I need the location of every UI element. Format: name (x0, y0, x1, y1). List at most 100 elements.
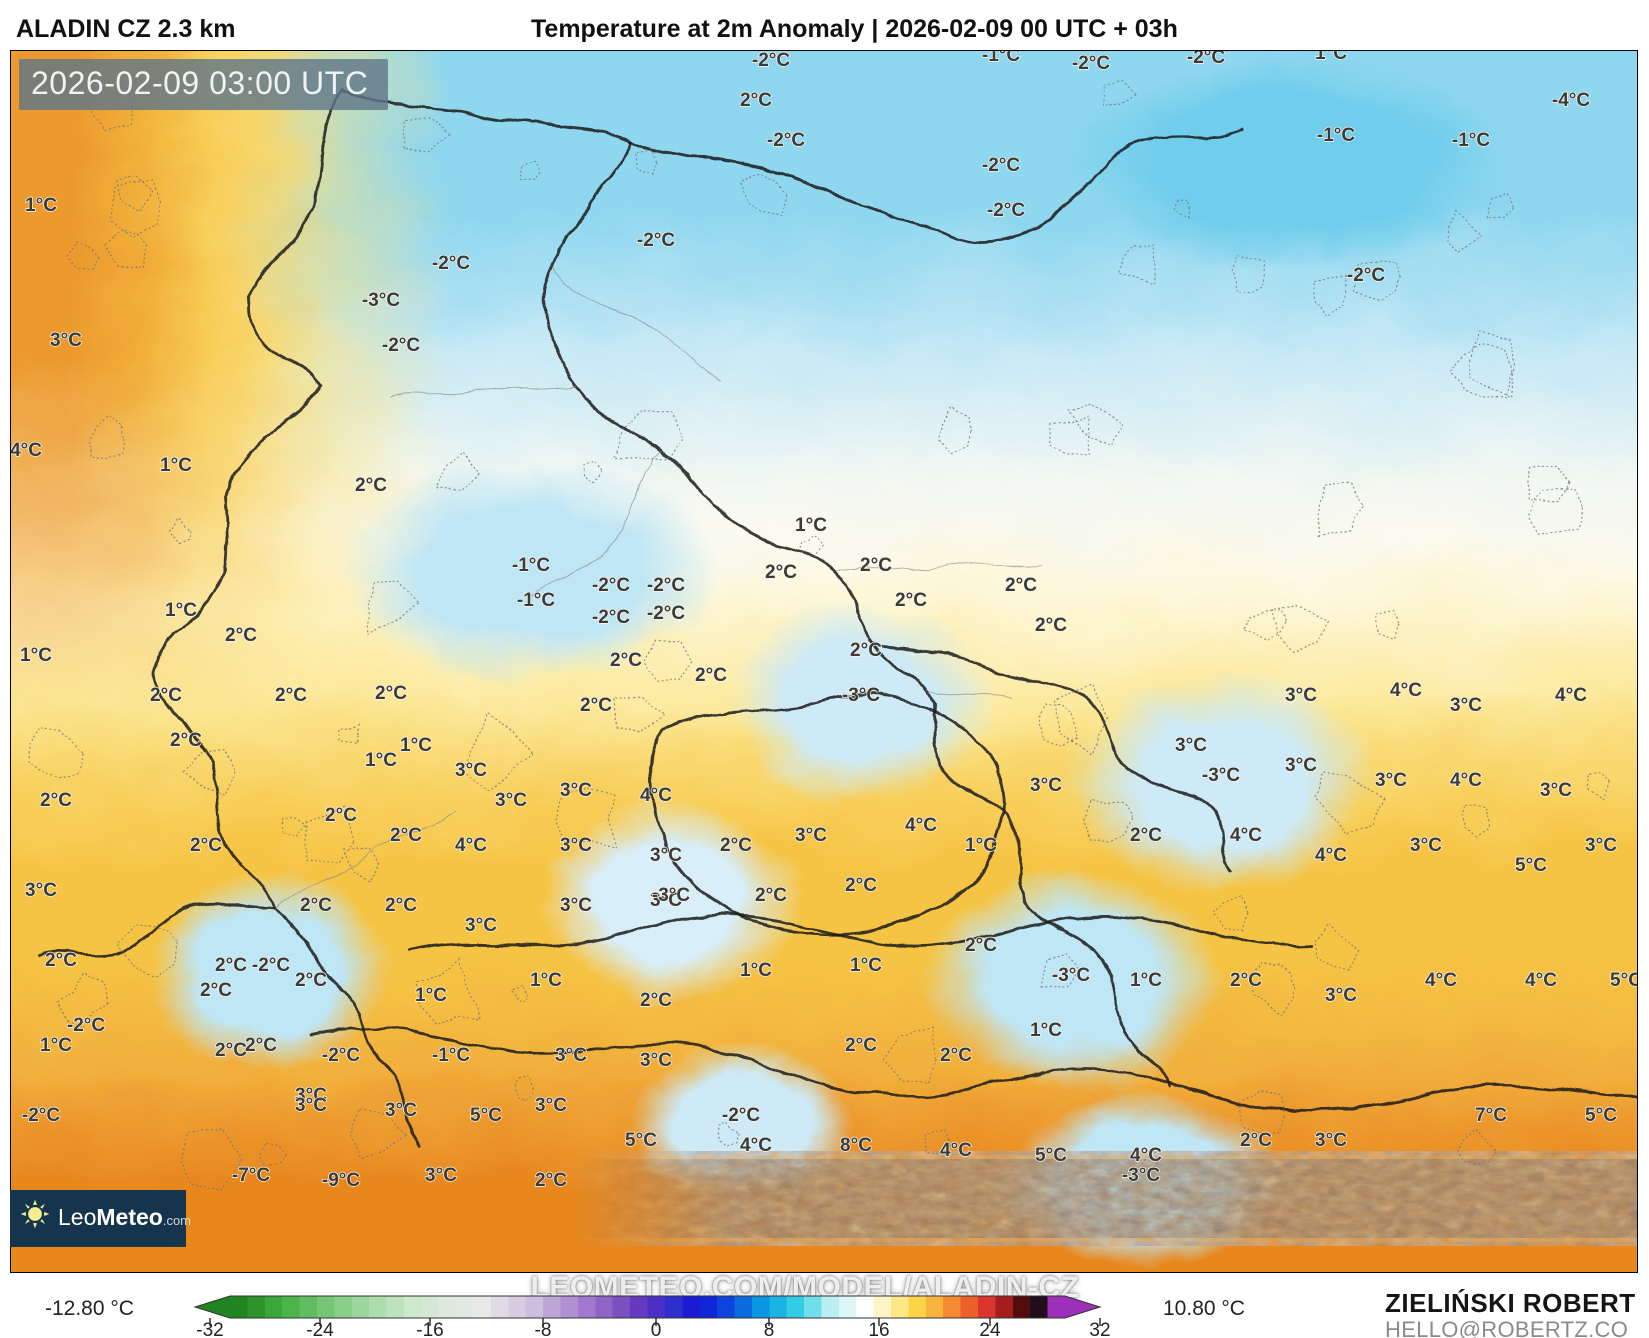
svg-text:2°C: 2°C (720, 835, 752, 856)
svg-text:2°C: 2°C (850, 640, 882, 661)
svg-text:2°C: 2°C (755, 885, 787, 906)
svg-text:-1°C: -1°C (512, 555, 550, 576)
svg-text:2°C: 2°C (965, 935, 997, 956)
svg-text:2°C: 2°C (1005, 575, 1037, 596)
svg-text:2°C: 2°C (170, 730, 202, 751)
svg-text:4°C: 4°C (640, 785, 672, 806)
svg-text:3°C: 3°C (50, 330, 82, 351)
svg-text:-2°C: -2°C (382, 335, 420, 356)
svg-text:1°C: 1°C (740, 960, 772, 981)
svg-text:-2°C: -2°C (322, 1045, 360, 1066)
svg-text:1°C: 1°C (20, 645, 52, 666)
svg-text:-3°C: -3°C (842, 685, 880, 706)
svg-text:3°C: 3°C (1410, 835, 1442, 856)
svg-text:-2°C: -2°C (767, 130, 805, 151)
svg-text:2°C: 2°C (375, 683, 407, 704)
svg-text:1°C: 1°C (160, 455, 192, 476)
svg-text:2°C: 2°C (610, 650, 642, 671)
svg-text:1°C: 1°C (1130, 970, 1162, 991)
svg-text:1°C: 1°C (25, 195, 57, 216)
svg-text:4°C: 4°C (905, 815, 937, 836)
svg-text:2°C: 2°C (1240, 1130, 1272, 1151)
svg-text:2°C: 2°C (215, 1040, 247, 1061)
svg-text:3°C: 3°C (1030, 775, 1062, 796)
svg-text:-2°C: -2°C (987, 200, 1025, 221)
svg-text:-1°C: -1°C (1452, 130, 1490, 151)
svg-text:3°C: 3°C (1585, 835, 1617, 856)
svg-text:-2°C: -2°C (647, 603, 685, 624)
svg-text:5°C: 5°C (625, 1130, 657, 1151)
svg-text:2°C: 2°C (895, 590, 927, 611)
svg-text:4°C: 4°C (1315, 845, 1347, 866)
svg-text:2°C: 2°C (45, 950, 77, 971)
svg-text:2°C: 2°C (40, 790, 72, 811)
svg-text:-2°C: -2°C (647, 575, 685, 596)
svg-text:2°C: 2°C (740, 90, 772, 111)
svg-text:8°C: 8°C (840, 1135, 872, 1156)
svg-text:4°C: 4°C (455, 835, 487, 856)
svg-text:-9°C: -9°C (322, 1170, 360, 1191)
svg-text:-1°C: -1°C (432, 1045, 470, 1066)
svg-text:5°C: 5°C (1610, 970, 1637, 991)
svg-text:-3°C: -3°C (362, 290, 400, 311)
svg-text:-2°C: -2°C (592, 607, 630, 628)
svg-text:3°C: 3°C (1325, 985, 1357, 1006)
svg-text:1°C: 1°C (365, 750, 397, 771)
svg-text:1°C: 1°C (965, 835, 997, 856)
svg-text:4°C: 4°C (1525, 970, 1557, 991)
svg-text:-3°C: -3°C (1052, 965, 1090, 986)
svg-text:1°C: 1°C (1030, 1020, 1062, 1041)
svg-text:3°C: 3°C (495, 790, 527, 811)
svg-text:3°C: 3°C (25, 880, 57, 901)
svg-text:2°C: 2°C (355, 475, 387, 496)
svg-text:3°C: 3°C (560, 895, 592, 916)
svg-text:3°C: 3°C (465, 915, 497, 936)
svg-text:-2°C: -2°C (432, 253, 470, 274)
svg-text:7°C: 7°C (1475, 1105, 1507, 1126)
svg-text:-3°C: -3°C (652, 885, 690, 906)
svg-text:5°C: 5°C (1585, 1105, 1617, 1126)
svg-text:4°C: 4°C (1230, 825, 1262, 846)
svg-text:2°C: 2°C (245, 1035, 277, 1056)
svg-text:2°C: 2°C (640, 990, 672, 1011)
svg-text:2°C: 2°C (580, 695, 612, 716)
svg-text:2°C: 2°C (765, 562, 797, 583)
svg-text:4°C: 4°C (1450, 770, 1482, 791)
svg-text:2°C: 2°C (200, 980, 232, 1001)
svg-text:3°C: 3°C (535, 1095, 567, 1116)
svg-text:-4°C: -4°C (1552, 90, 1590, 111)
svg-text:-2°C: -2°C (752, 51, 790, 71)
svg-text:-2°C: -2°C (1187, 51, 1225, 68)
svg-text:3°C: 3°C (1375, 770, 1407, 791)
svg-text:3°C: 3°C (295, 1095, 327, 1116)
svg-text:1°C: 1°C (165, 600, 197, 621)
svg-text:-2°C: -2°C (252, 955, 290, 976)
svg-text:4°C: 4°C (740, 1135, 772, 1156)
svg-text:-2°C: -2°C (1347, 265, 1385, 286)
svg-text:1°C: 1°C (40, 1035, 72, 1056)
svg-text:1°C: 1°C (400, 735, 432, 756)
svg-text:2°C: 2°C (940, 1045, 972, 1066)
svg-text:-1°C: -1°C (982, 51, 1020, 66)
svg-text:-3°C: -3°C (1122, 1165, 1160, 1186)
svg-text:3°C: 3°C (1175, 735, 1207, 756)
svg-text:5°C: 5°C (1035, 1145, 1067, 1166)
svg-text:4°C: 4°C (1130, 1145, 1162, 1166)
svg-text:5°C: 5°C (470, 1105, 502, 1126)
svg-text:-2°C: -2°C (637, 230, 675, 251)
svg-text:3°C: 3°C (640, 1050, 672, 1071)
svg-text:2°C: 2°C (190, 835, 222, 856)
svg-text:2°C: 2°C (845, 1035, 877, 1056)
svg-text:-7°C: -7°C (232, 1165, 270, 1186)
svg-text:3°C: 3°C (560, 780, 592, 801)
svg-text:2°C: 2°C (275, 685, 307, 706)
svg-text:4°C: 4°C (1425, 970, 1457, 991)
svg-text:3°C: 3°C (1285, 685, 1317, 706)
svg-text:2°C: 2°C (1230, 970, 1262, 991)
svg-text:3°C: 3°C (1450, 695, 1482, 716)
svg-text:3°C: 3°C (560, 835, 592, 856)
svg-text:1°C: 1°C (415, 985, 447, 1006)
svg-text:2°C: 2°C (535, 1170, 567, 1191)
svg-text:-2°C: -2°C (22, 1105, 60, 1126)
svg-text:3°C: 3°C (795, 825, 827, 846)
